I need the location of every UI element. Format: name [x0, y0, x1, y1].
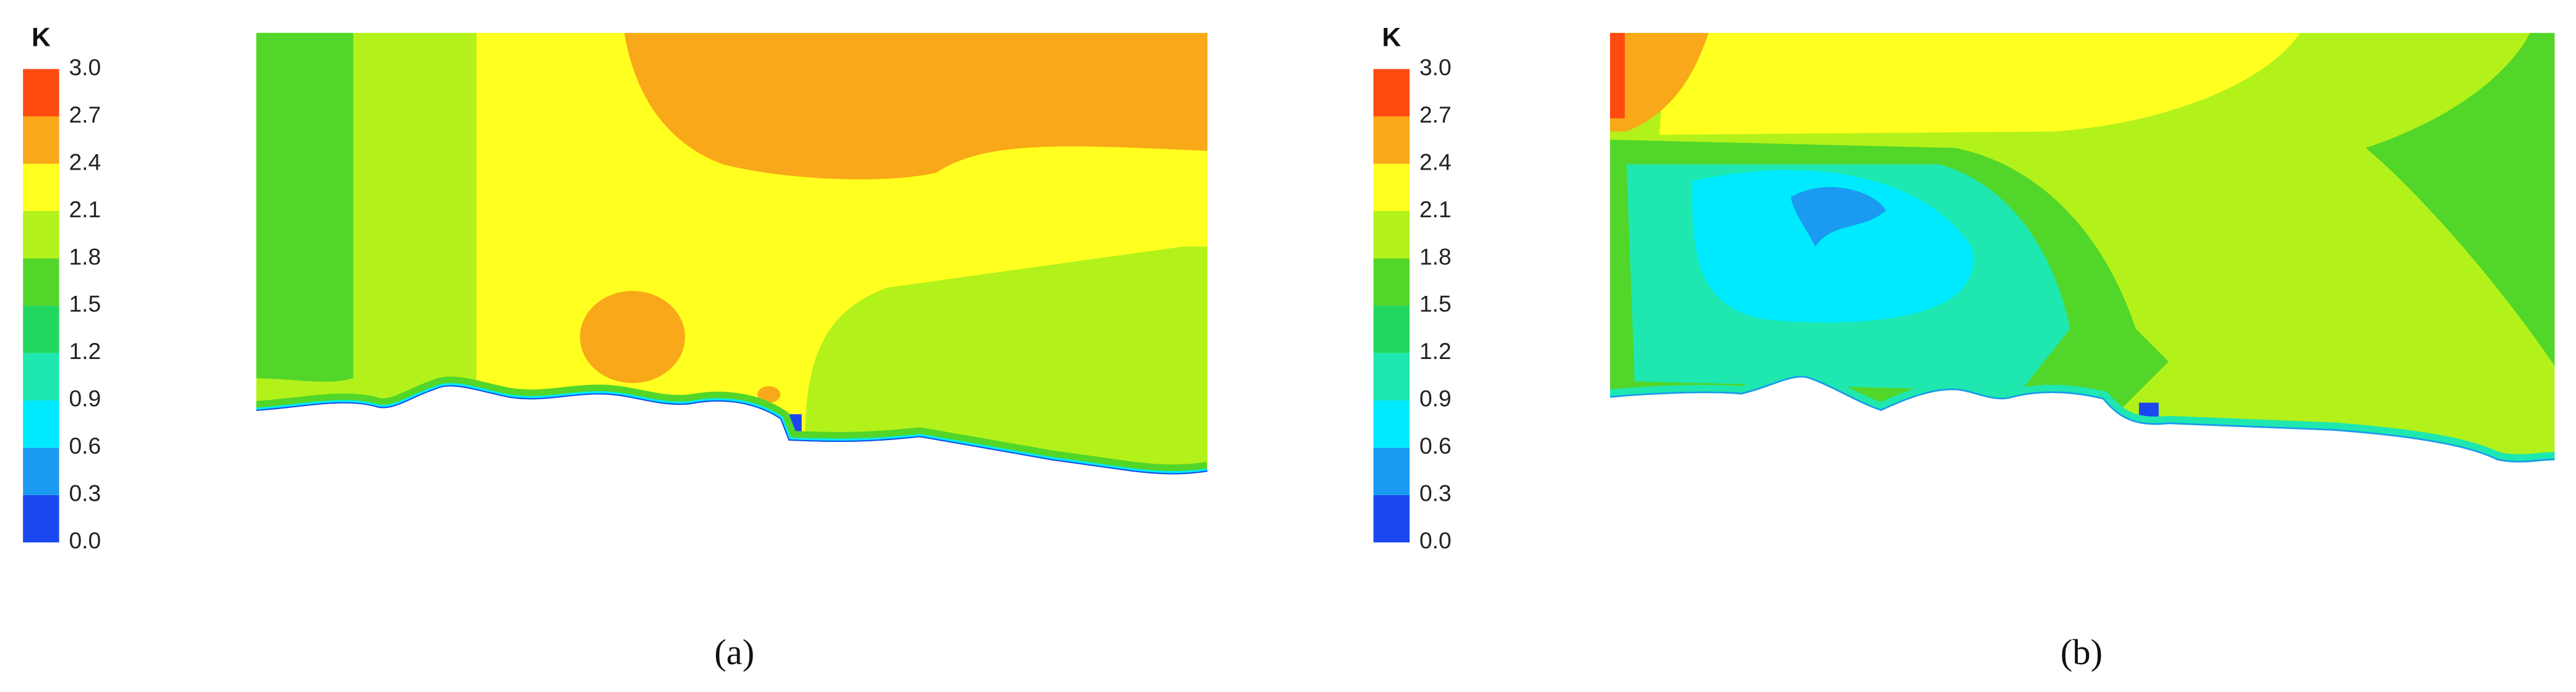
- colorbar-tick-label: 2.4: [1419, 149, 1452, 175]
- colorbar-title: K: [1382, 23, 1401, 52]
- colorbar-tick-label: 0.3: [1419, 480, 1452, 506]
- colorbar-title: K: [32, 23, 51, 52]
- colorbar-tick-label: 3.0: [69, 54, 101, 80]
- colorbar-cell: [23, 69, 59, 117]
- colorbar-tick-label: 1.5: [1419, 291, 1452, 317]
- colorbar-tick-label: 2.7: [1419, 102, 1452, 128]
- panel-label: (b): [2061, 632, 2103, 672]
- colorbar-cell: [23, 163, 59, 211]
- colorbar-tick-label: 0.6: [1419, 433, 1452, 459]
- colorbar-cell: [1373, 495, 1410, 543]
- contour-field-b: [1609, 33, 2555, 463]
- colorbar-tick-label: 1.2: [69, 338, 101, 364]
- colorbar-cell: [1373, 400, 1410, 448]
- colorbar-cell: [1373, 353, 1410, 400]
- colorbar-tick-label: 2.4: [69, 149, 101, 175]
- colorbar-tick-label: 0.0: [1419, 527, 1452, 553]
- panel-label: (a): [714, 632, 754, 672]
- colorbar-cell: [23, 448, 59, 495]
- colorbar-tick-label: 0.0: [69, 527, 101, 553]
- colorbar-cell: [23, 400, 59, 448]
- colorbar-tick-label: 1.2: [1419, 338, 1452, 364]
- colorbar-tick-label: 0.9: [1419, 386, 1452, 412]
- colorbar-cell: [23, 210, 59, 259]
- colorbar-cell: [1373, 448, 1410, 495]
- colorbar-cell: [23, 258, 59, 306]
- colorbar-tick-label: 1.8: [1419, 243, 1452, 269]
- colorbar-cell: [23, 116, 59, 164]
- colorbar-cell: [23, 495, 59, 543]
- colorbar-cell: [1373, 210, 1410, 259]
- colorbar-tick-label: 0.3: [69, 480, 101, 506]
- colorbar-cell: [23, 305, 59, 353]
- colorbar-tick-label: 0.9: [69, 386, 101, 412]
- contour-field-a: [256, 33, 1208, 475]
- colorbar-tick-label: 1.8: [69, 243, 101, 269]
- colorbar-tick-label: 1.5: [69, 291, 101, 317]
- colorbar-cell: [23, 353, 59, 400]
- colorbar-cell: [1373, 116, 1410, 164]
- colorbar-tick-label: 2.1: [1419, 196, 1452, 222]
- colorbar-cell: [1373, 305, 1410, 353]
- colorbar-tick-label: 2.1: [69, 196, 101, 222]
- colorbar-cell: [1373, 258, 1410, 306]
- colorbar-cell: [1373, 163, 1410, 211]
- colorbar-cell: [1373, 69, 1410, 117]
- colorbar-tick-label: 3.0: [1419, 54, 1452, 80]
- colorbar-tick-label: 2.7: [69, 102, 101, 128]
- colorbar-tick-label: 0.6: [69, 433, 101, 459]
